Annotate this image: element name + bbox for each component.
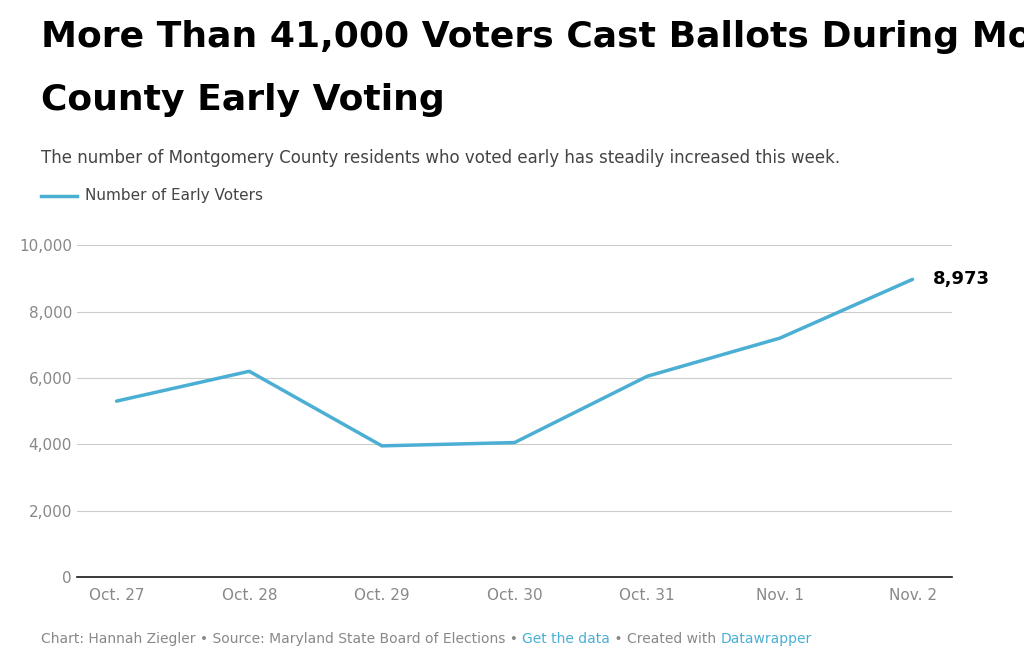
Text: The number of Montgomery County residents who voted early has steadily increased: The number of Montgomery County resident… (41, 149, 840, 167)
Text: 8,973: 8,973 (933, 271, 989, 288)
Text: • Created with: • Created with (610, 633, 721, 646)
Text: Number of Early Voters: Number of Early Voters (85, 188, 263, 203)
Text: County Early Voting: County Early Voting (41, 83, 444, 117)
Text: Datawrapper: Datawrapper (721, 633, 812, 646)
Text: Chart: Hannah Ziegler • Source: Maryland State Board of Elections •: Chart: Hannah Ziegler • Source: Maryland… (41, 633, 522, 646)
Text: Get the data: Get the data (522, 633, 610, 646)
Text: More Than 41,000 Voters Cast Ballots During Montgomery: More Than 41,000 Voters Cast Ballots Dur… (41, 20, 1024, 54)
